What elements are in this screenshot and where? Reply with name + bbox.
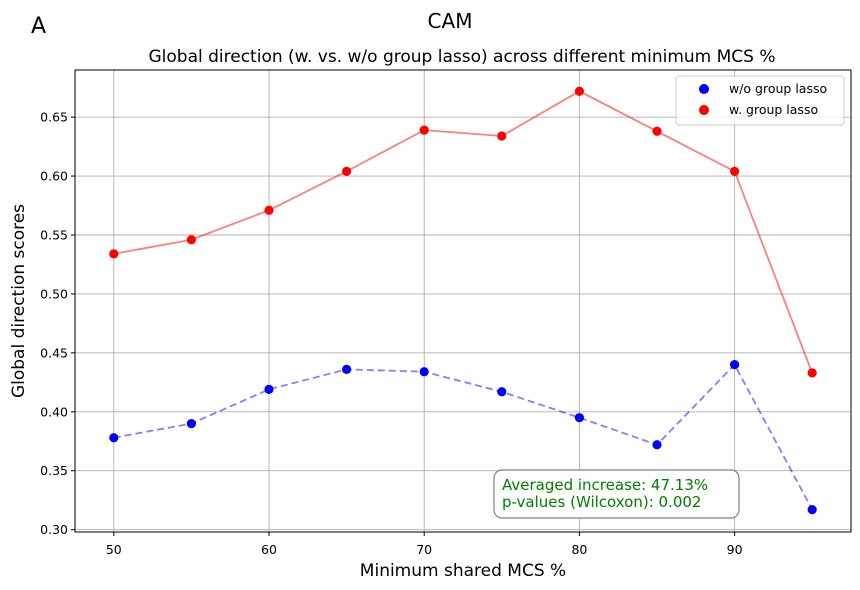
- legend-marker-w-group-lasso: [699, 105, 709, 115]
- grid: [75, 70, 851, 532]
- point-w-o-group-lasso: [652, 440, 662, 450]
- x-tick-label: 60: [261, 542, 277, 557]
- axis-ticks: 50 60 70 80 90 0.30 0.35 0.40 0.45 0.50 0.55 0.60 0.…: [40, 110, 742, 557]
- point-w-group-lasso: [574, 86, 585, 96]
- point-w-group-lasso: [419, 125, 429, 135]
- point-w-group-lasso: [807, 368, 817, 378]
- series-line-w-o-group-lasso: [113, 363, 813, 511]
- point-w-o-group-lasso: [342, 364, 352, 374]
- panel-label: A: [31, 14, 46, 39]
- point-w-o-group-lasso: [264, 384, 274, 394]
- point-w-group-lasso: [342, 166, 352, 176]
- point-w-group-lasso: [730, 166, 740, 176]
- point-w-o-group-lasso: [109, 433, 119, 443]
- legend-label-wo-group-lasso: w/o group lasso: [729, 81, 827, 96]
- point-w-o-group-lasso: [419, 367, 429, 377]
- point-w-o-group-lasso: [730, 360, 740, 370]
- point-w-group-lasso: [264, 205, 274, 215]
- point-w-o-group-lasso: [807, 505, 817, 515]
- point-w-group-lasso: [497, 131, 507, 141]
- x-tick-label: 70: [416, 542, 432, 557]
- point-w-o-group-lasso: [574, 413, 585, 423]
- y-tick-label: 0.65: [40, 110, 68, 125]
- legend: w/o group lasso w. group lasso: [675, 75, 845, 126]
- y-axis-label: Global direction scores: [9, 204, 29, 398]
- annotation-frame: [493, 469, 740, 519]
- x-tick-label: 80: [571, 542, 587, 557]
- point-w-group-lasso: [109, 249, 119, 259]
- plot-frame: [74, 69, 852, 533]
- annotation-box: Averaged increase: 47.13% p-values (Wilc…: [493, 469, 740, 519]
- y-tick-label: 0.45: [40, 345, 68, 360]
- series-lines: [113, 90, 814, 511]
- y-tick-label: 0.40: [40, 404, 68, 419]
- point-w-group-lasso: [652, 126, 662, 136]
- y-tick-label: 0.60: [40, 169, 68, 184]
- point-w-o-group-lasso: [186, 418, 196, 429]
- chart-suptitle: CAM: [428, 9, 473, 33]
- legend-box: [675, 75, 845, 126]
- chart-title: Global direction (w. vs. w/o group lasso…: [148, 47, 775, 67]
- point-w-o-group-lasso: [497, 387, 507, 397]
- x-axis-label: Minimum shared MCS %: [360, 561, 566, 581]
- series-line-w-group-lasso: [113, 90, 814, 374]
- x-tick-label: 90: [727, 542, 743, 557]
- legend-label-w-group-lasso: w. group lasso: [729, 102, 818, 117]
- y-tick-label: 0.30: [40, 522, 68, 537]
- data-points: [109, 86, 817, 515]
- y-tick-label: 0.55: [40, 228, 68, 243]
- annotation-line-pvalue: p-values (Wilcoxon): 0.002: [502, 493, 701, 511]
- y-tick-label: 0.35: [40, 463, 68, 478]
- annotation-line-increase: Averaged increase: 47.13%: [502, 476, 708, 494]
- x-tick-label: 50: [106, 542, 122, 557]
- point-w-group-lasso: [186, 235, 196, 245]
- legend-marker-wo-group-lasso: [699, 84, 709, 94]
- y-tick-label: 0.50: [40, 286, 68, 301]
